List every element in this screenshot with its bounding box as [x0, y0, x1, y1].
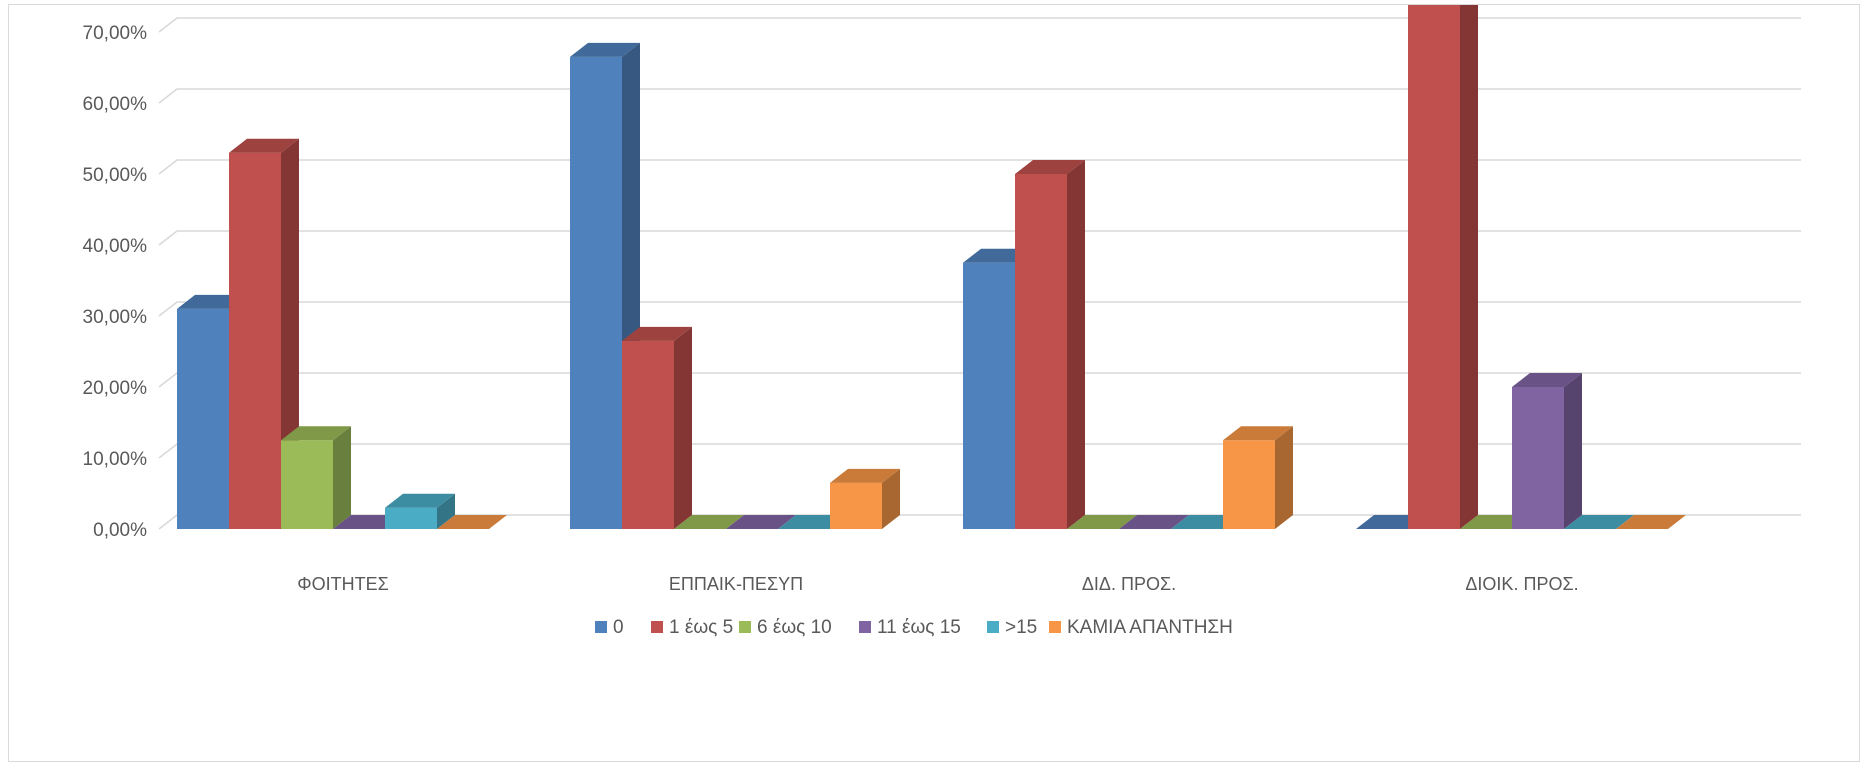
bar-top: [437, 515, 507, 529]
bar-top: [622, 326, 692, 341]
bar-top: [1067, 515, 1137, 529]
bar-top: [1223, 426, 1293, 441]
gridline: [158, 230, 1801, 246]
bar-side: [1564, 373, 1582, 529]
y-tick-label: 60,00%: [83, 94, 148, 115]
bar-top: [830, 468, 900, 483]
legend-label: >15: [1005, 617, 1037, 638]
bar-front: [229, 152, 281, 529]
bar-front: [1015, 174, 1067, 529]
bar-front: [1223, 440, 1275, 529]
bar-side: [1460, 5, 1478, 529]
category-label: ΔΙΔ. ΠΡΟΣ.: [1082, 574, 1176, 594]
bar-top: [1015, 160, 1085, 174]
legend-label: 0: [613, 617, 624, 638]
bar-side: [1275, 426, 1293, 529]
legend-swatch: [595, 621, 607, 633]
bar-front: [830, 482, 882, 529]
y-tick-label: 30,00%: [83, 307, 148, 328]
gridline: [158, 301, 1801, 317]
legend-label: 11 έως 15: [877, 617, 961, 638]
y-tick-label: 50,00%: [83, 165, 148, 186]
y-tick-label: 0,00%: [93, 520, 147, 541]
bar-front: [570, 56, 622, 529]
gridline: [158, 88, 1801, 104]
bar-chart: 0,00% 10,00% 20,00% 30,00% 40,00% 50,00% 60,00…: [83, 5, 1801, 638]
bar-top: [674, 515, 744, 529]
y-tick-label: 70,00%: [83, 23, 148, 44]
bar-top: [1616, 515, 1686, 529]
legend-swatch: [739, 621, 751, 633]
y-tick-label: 20,00%: [83, 378, 148, 399]
bar-top: [1119, 515, 1189, 529]
bar-top: [229, 138, 299, 153]
bar-front: [1408, 5, 1460, 529]
bar-front: [177, 308, 229, 529]
y-tick-label: 10,00%: [83, 449, 148, 470]
bar-front: [281, 440, 333, 529]
legend-label: ΚΑΜΙΑ ΑΠΑΝΤΗΣΗ: [1067, 617, 1233, 638]
legend-swatch: [651, 621, 663, 633]
gridline: [158, 17, 1801, 33]
bar-side: [437, 493, 455, 529]
bar-top: [570, 42, 640, 57]
legend-swatch: [859, 621, 871, 633]
bar-top: [385, 493, 455, 508]
chart-frame: 0,00% 10,00% 20,00% 30,00% 40,00% 50,00% 60,00…: [8, 4, 1860, 762]
bar-front: [385, 507, 437, 529]
legend-label: 6 έως 10: [757, 617, 832, 638]
bar-front: [1512, 387, 1564, 529]
legend-label: 1 έως 5: [669, 617, 733, 638]
legend-swatch: [987, 621, 999, 633]
legend-swatch: [1049, 621, 1061, 633]
gridline: [158, 159, 1801, 175]
category-label: ΦΟΙΤΗΤΕΣ: [297, 574, 389, 594]
bar-top: [1564, 515, 1634, 529]
bar-top: [726, 515, 796, 529]
bar-top: [281, 426, 351, 441]
y-tick-label: 40,00%: [83, 236, 148, 257]
category-label: ΔΙΟΙΚ. ΠΡΟΣ.: [1465, 574, 1578, 594]
bar-side: [333, 426, 351, 529]
category-label: ΕΠΠΑΙΚ-ΠΕΣΥΠ: [669, 574, 803, 594]
bar-side: [1067, 160, 1085, 529]
bar-front: [622, 340, 674, 529]
bar-front: [963, 262, 1015, 529]
bar-top: [1512, 373, 1582, 387]
bar-side: [674, 326, 692, 529]
bar-side: [882, 468, 900, 529]
